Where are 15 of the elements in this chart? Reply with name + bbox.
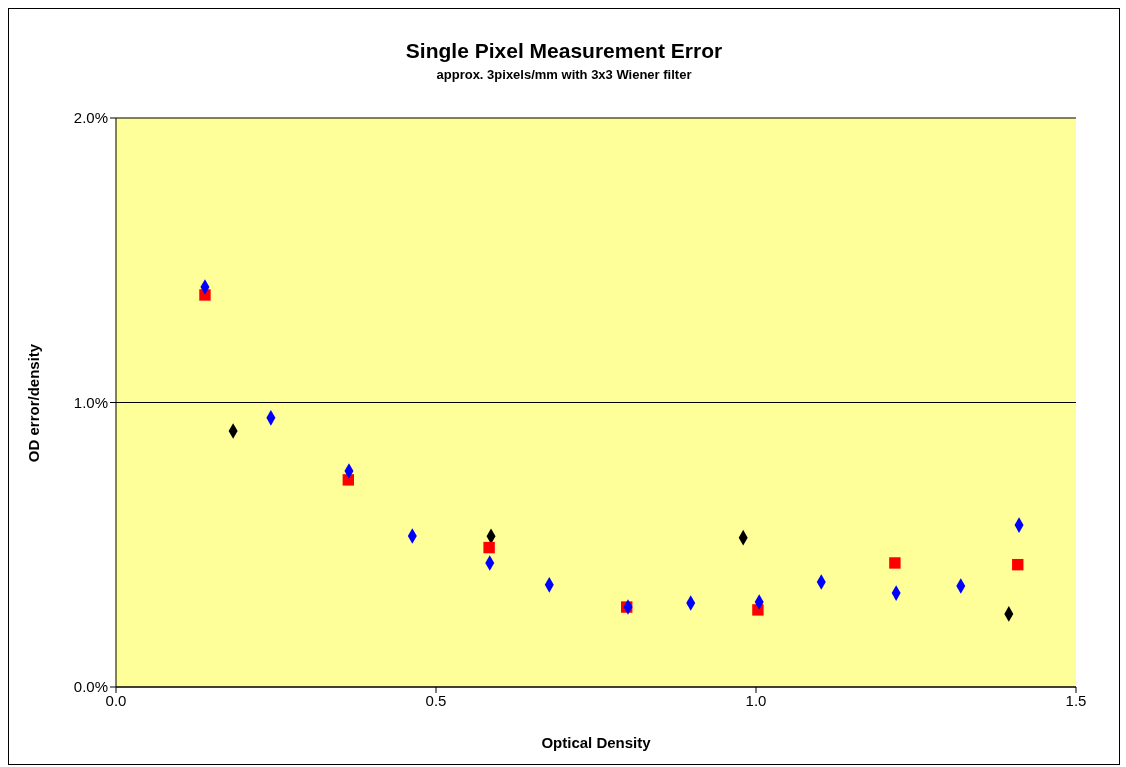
y-tick-label: 0.0% (73, 678, 108, 696)
point (889, 557, 901, 569)
y-tick-label: 1.0% (73, 393, 108, 411)
x-tick-label: 0.5 (425, 691, 447, 709)
chart-subtitle: approx. 3pixels/mm with 3x3 Wiener filter (435, 67, 693, 82)
x-tick-label: 0.0 (105, 691, 127, 709)
x-axis-title: Optical Density (540, 734, 652, 751)
y-tick-label: 2.0% (73, 109, 108, 127)
x-tick-label: 1.0 (745, 691, 767, 709)
point (342, 474, 355, 486)
chart-title: Single Pixel Measurement Error (404, 39, 724, 63)
y-axis-title: OD error/density (24, 343, 42, 463)
point (1012, 558, 1024, 571)
x-tick-label: 1.5 (1065, 691, 1087, 709)
point (483, 541, 495, 554)
